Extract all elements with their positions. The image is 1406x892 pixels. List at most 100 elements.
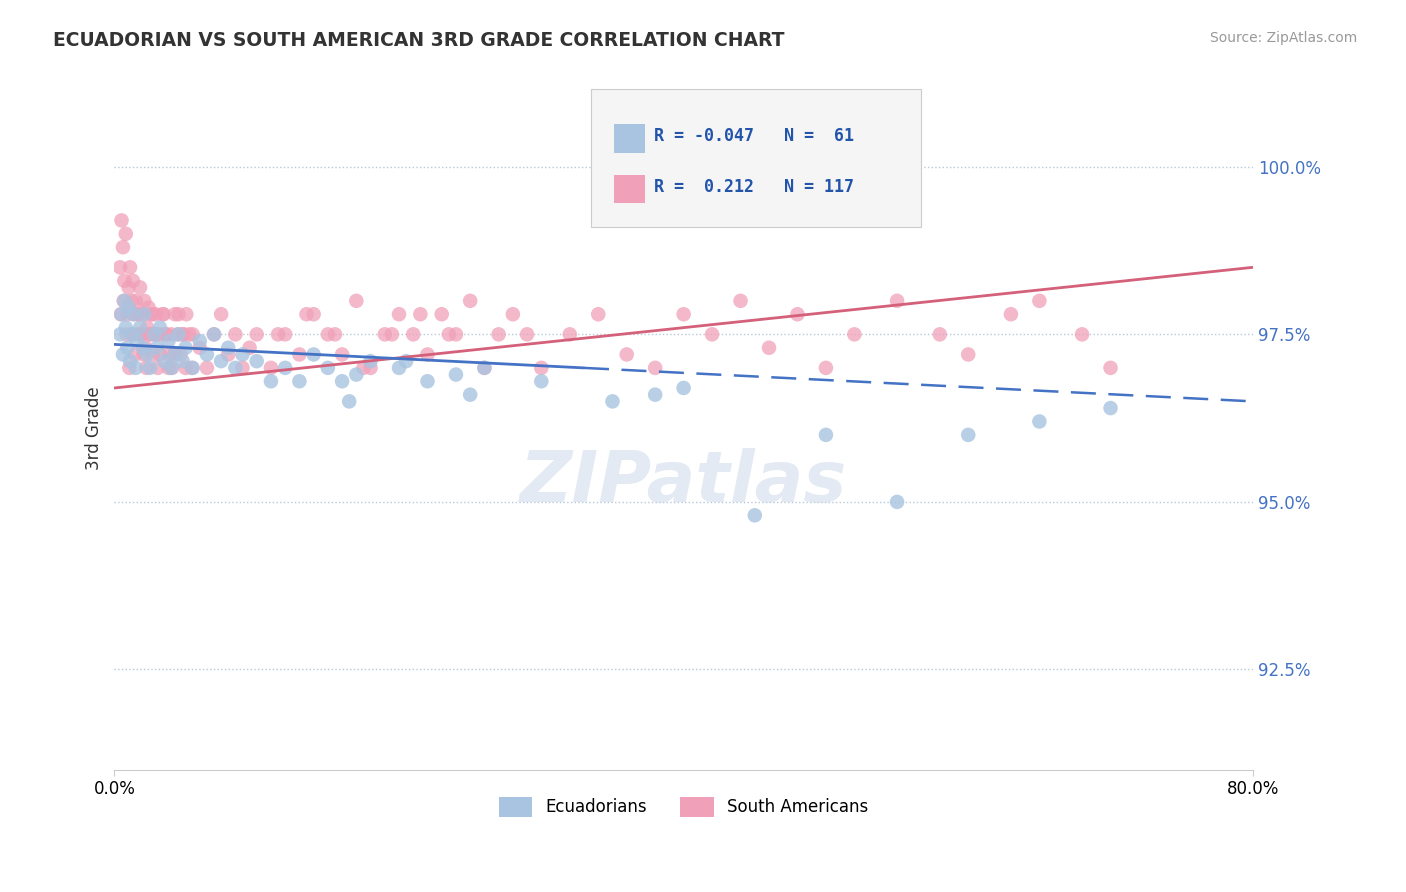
Point — [402, 327, 425, 342]
Point — [814, 428, 837, 442]
Point — [814, 360, 837, 375]
Point — [928, 327, 950, 342]
Point — [120, 260, 142, 275]
Point — [672, 307, 695, 321]
Point — [136, 320, 159, 334]
Point — [844, 327, 866, 342]
Point — [143, 327, 166, 342]
Point — [323, 327, 346, 342]
Point — [111, 240, 134, 254]
Point — [344, 293, 367, 308]
Point — [127, 334, 149, 348]
Point — [114, 320, 136, 334]
Point — [132, 347, 155, 361]
Point — [160, 360, 183, 375]
Point — [131, 327, 153, 342]
Point — [125, 360, 148, 375]
Point — [1099, 360, 1122, 375]
Point — [886, 293, 908, 308]
Point — [786, 307, 808, 321]
Point — [108, 260, 131, 275]
Point — [112, 293, 135, 308]
Point — [128, 307, 150, 321]
Point — [181, 327, 204, 342]
Point — [141, 307, 163, 321]
Point — [458, 387, 481, 401]
Point — [330, 374, 353, 388]
Point — [108, 327, 131, 342]
Point — [167, 327, 190, 342]
Point — [209, 354, 232, 368]
Point — [530, 374, 553, 388]
Point — [302, 307, 325, 321]
Point — [260, 360, 283, 375]
Point — [672, 381, 695, 395]
Point — [110, 213, 132, 227]
Text: R = -0.047   N =  61: R = -0.047 N = 61 — [654, 128, 853, 145]
Point — [360, 360, 382, 375]
Legend: Ecuadorians, South Americans: Ecuadorians, South Americans — [492, 790, 875, 823]
Point — [115, 327, 138, 342]
Point — [395, 354, 418, 368]
Point — [152, 307, 174, 321]
Point — [121, 293, 143, 308]
Point — [127, 327, 149, 342]
Text: R =  0.212   N = 117: R = 0.212 N = 117 — [654, 178, 853, 196]
Point — [1071, 327, 1094, 342]
Point — [416, 347, 439, 361]
Point — [122, 307, 145, 321]
Point — [121, 327, 143, 342]
Point — [174, 341, 197, 355]
Point — [172, 327, 194, 342]
Point — [145, 307, 167, 321]
Point — [274, 327, 297, 342]
Point — [302, 347, 325, 361]
Point — [260, 374, 283, 388]
Point — [110, 307, 132, 321]
Point — [172, 327, 194, 342]
Text: Source: ZipAtlas.com: Source: ZipAtlas.com — [1209, 31, 1357, 45]
Point — [488, 327, 510, 342]
Point — [120, 354, 142, 368]
Point — [112, 293, 135, 308]
Point — [138, 327, 160, 342]
Point — [149, 320, 172, 334]
Point — [169, 347, 191, 361]
Point — [274, 360, 297, 375]
Point — [172, 354, 194, 368]
Point — [239, 341, 262, 355]
Point — [160, 327, 183, 342]
Point — [437, 327, 460, 342]
Point — [157, 347, 180, 361]
Point — [146, 327, 169, 342]
Point — [295, 307, 318, 321]
Point — [430, 307, 453, 321]
Point — [142, 347, 165, 361]
Point — [360, 354, 382, 368]
Point — [744, 508, 766, 523]
Point — [139, 360, 162, 375]
Point — [166, 327, 188, 342]
Point — [700, 327, 723, 342]
Point — [502, 307, 524, 321]
Point — [117, 280, 139, 294]
Point — [115, 341, 138, 355]
Point — [458, 293, 481, 308]
Point — [157, 334, 180, 348]
Point — [224, 327, 246, 342]
Point — [146, 341, 169, 355]
Point — [129, 320, 152, 334]
Point — [316, 327, 339, 342]
Point — [644, 387, 666, 401]
Point — [957, 428, 980, 442]
Point — [474, 360, 496, 375]
Point — [381, 327, 404, 342]
Point — [135, 341, 157, 355]
Point — [246, 327, 269, 342]
Point — [602, 394, 624, 409]
Point — [134, 307, 156, 321]
Point — [558, 327, 581, 342]
Point — [155, 327, 177, 342]
Point — [474, 360, 496, 375]
Point — [125, 293, 148, 308]
